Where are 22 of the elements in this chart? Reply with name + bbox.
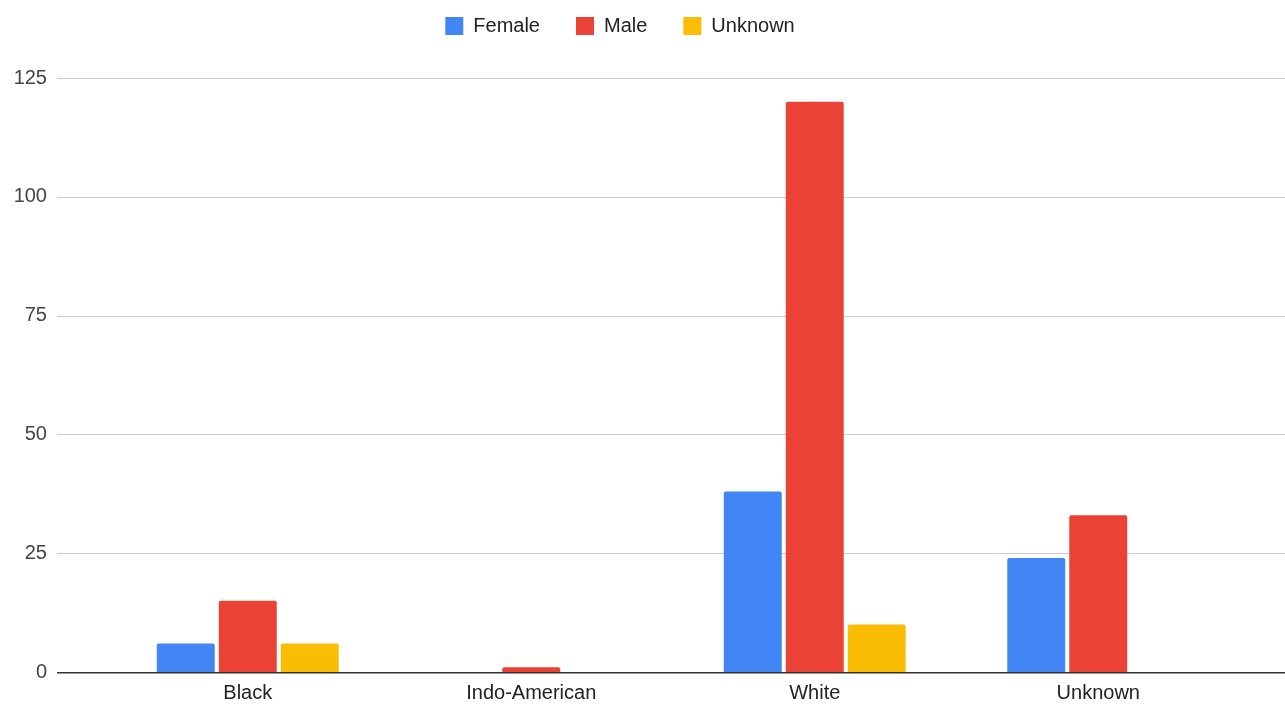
- y-tick-label: 75: [24, 303, 47, 326]
- bar: [502, 667, 561, 672]
- bar: [218, 600, 277, 672]
- x-tick-label: Unknown: [1056, 680, 1140, 703]
- bar: [280, 643, 339, 672]
- legend-label: Female: [473, 13, 540, 36]
- x-tick-label: Black: [223, 680, 274, 703]
- bar: [1069, 515, 1128, 672]
- legend-label: Male: [603, 13, 648, 36]
- y-tick-label: 50: [24, 421, 47, 444]
- y-tick-label: 25: [24, 540, 47, 563]
- bar: [156, 643, 215, 672]
- bar: [723, 491, 782, 672]
- bar: [1007, 557, 1066, 672]
- legend-label: Unknown: [711, 13, 795, 36]
- x-tick-label: Indo-American: [466, 680, 597, 703]
- x-tick-label: White: [789, 680, 841, 703]
- y-tick-label: 0: [35, 659, 47, 682]
- bar: [785, 101, 844, 672]
- y-tick-label: 125: [13, 65, 47, 88]
- y-tick-label: 100: [13, 184, 47, 207]
- bar: [847, 624, 906, 672]
